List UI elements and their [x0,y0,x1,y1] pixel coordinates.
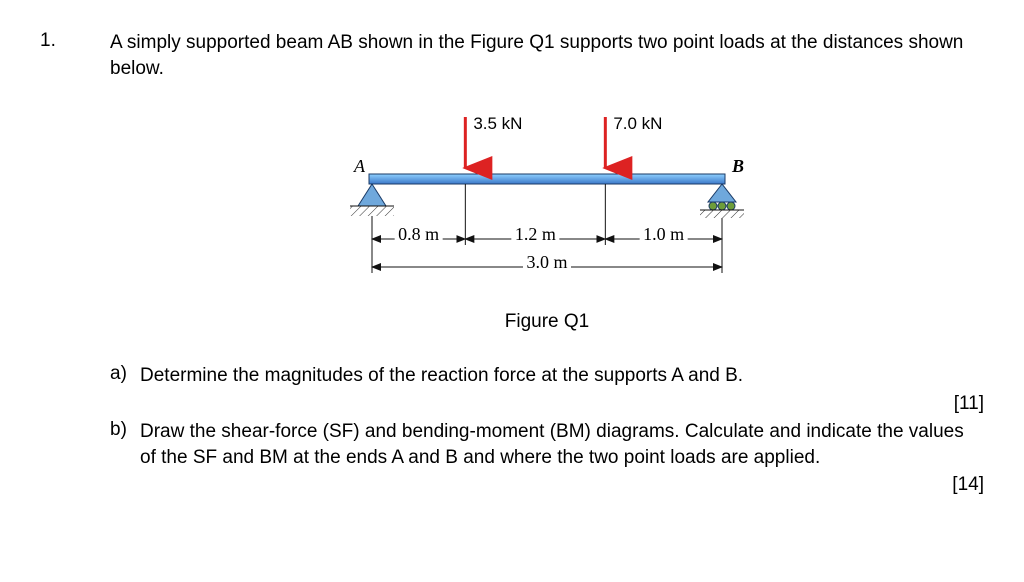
support-A-pin [358,184,386,206]
ground-B [700,210,744,218]
part-b-text: Draw the shear-force (SF) and bending-mo… [140,419,984,470]
label-B: B [731,156,744,176]
part-a-text: Determine the magnitudes of the reaction… [140,363,984,389]
dim-span-label: 1.2 m [515,224,556,244]
dim-span-label: 1.0 m [643,224,684,244]
ground-A [350,206,394,216]
load-label: 3.5 kN [473,114,522,133]
label-A: A [353,156,366,176]
figure-caption: Figure Q1 [110,311,984,333]
question-number: 1. [40,30,110,52]
roller-wheel [718,202,726,210]
part-b-marks: [14] [110,474,984,496]
part-b-letter: b) [110,419,140,441]
roller-wheel [727,202,735,210]
support-B-roller [708,184,736,202]
question-prompt: A simply supported beam AB shown in the … [110,30,984,81]
beam [369,174,725,184]
dim-total-label: 3.0 m [526,252,567,272]
figure-q1: A B 3.5 kN 7.0 kN 0.8 m 1.2 m 1.0 m 3.0 m Figur… [110,99,984,333]
part-a-letter: a) [110,363,140,385]
dim-span-label: 0.8 m [398,224,439,244]
roller-wheel [709,202,717,210]
part-a-marks: [11] [110,393,984,415]
load-label: 7.0 kN [613,114,662,133]
